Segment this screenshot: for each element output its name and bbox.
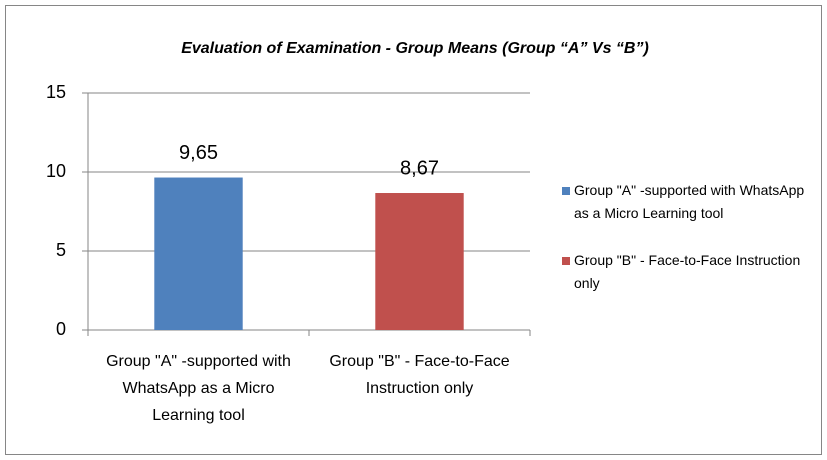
data-label: 8,67 — [400, 157, 439, 179]
legend-swatch — [562, 257, 570, 265]
y-tick-label: 15 — [46, 82, 66, 102]
y-tick-label: 5 — [56, 240, 66, 260]
bar — [375, 193, 464, 330]
legend-swatch — [562, 187, 570, 195]
chart-title: Evaluation of Examination - Group Means … — [181, 40, 649, 57]
y-tick-label: 0 — [56, 319, 66, 339]
legend-label: Group "B" - Face-to-Face Instruction onl… — [574, 252, 801, 291]
data-label: 9,65 — [179, 142, 218, 164]
bar — [154, 177, 243, 330]
x-tick-label: Group "B" - Face-to-Face Instruction onl… — [329, 353, 510, 397]
y-tick-label: 10 — [46, 161, 66, 181]
x-tick-label: Group "A" -supported with WhatsApp as a … — [106, 353, 291, 424]
legend-label: Group "A" -supported with WhatsApp as a … — [574, 182, 805, 221]
